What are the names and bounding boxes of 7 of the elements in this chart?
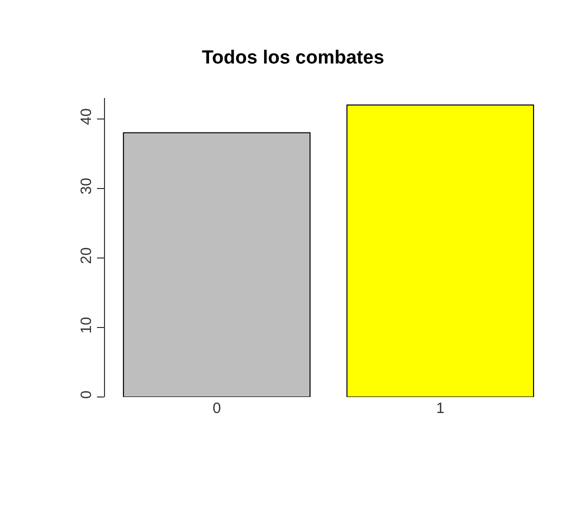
y-tick-label: 20 — [78, 247, 95, 264]
y-tick-label: 40 — [78, 108, 95, 125]
y-tick-label: 30 — [78, 178, 95, 194]
y-tick-label: 10 — [78, 316, 95, 334]
x-tick-label: 1 — [436, 400, 444, 417]
y-tick-label: 0 — [78, 390, 95, 399]
chart-title: Todos los combates — [202, 47, 384, 68]
